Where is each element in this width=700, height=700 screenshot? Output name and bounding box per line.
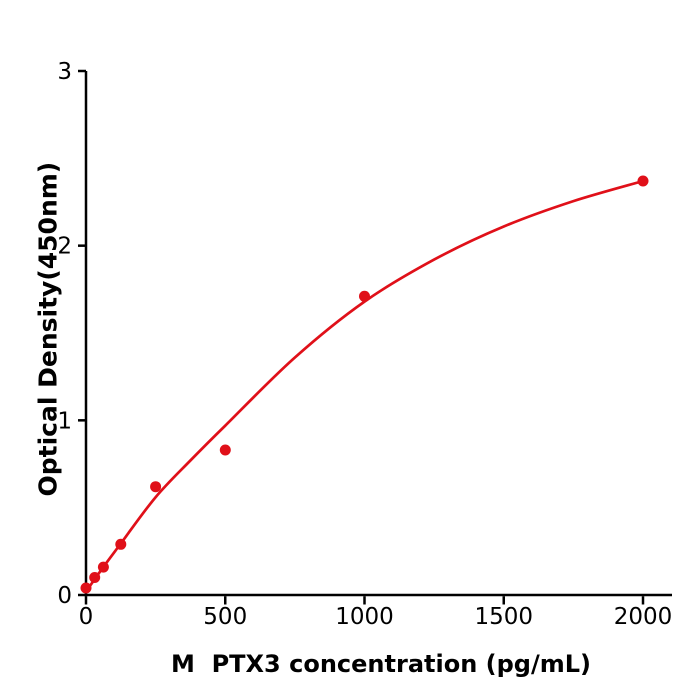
- x-tick-label: 2000: [614, 604, 673, 630]
- data-point: [219, 444, 231, 456]
- data-point: [115, 538, 127, 550]
- data-point: [89, 572, 101, 583]
- y-tick-label: 2: [57, 234, 72, 260]
- data-point: [80, 582, 92, 594]
- y-axis-label: Optical Density(450nm): [33, 161, 63, 497]
- x-axis-label: M PTX3 concentration (pg/mL): [171, 650, 591, 678]
- x-tick-label: 500: [203, 604, 247, 630]
- data-point: [150, 481, 162, 493]
- axes: [84, 71, 672, 597]
- data-point: [359, 290, 370, 302]
- tick-marks: [78, 69, 645, 605]
- y-tick-label: 1: [57, 408, 72, 434]
- x-tick-label: 0: [79, 604, 94, 630]
- data-point: [97, 561, 109, 573]
- x-tick-label: 1000: [335, 604, 394, 630]
- tick-labels: 0 1 2 3 0 500 1000 1500 2000: [57, 59, 672, 630]
- data-point: [637, 175, 649, 187]
- data-points: [80, 175, 649, 594]
- y-tick-label: 0: [57, 583, 72, 609]
- x-tick-label: 1500: [474, 604, 533, 630]
- standard-curve-line: [84, 179, 645, 593]
- fitted-curve: [84, 179, 645, 593]
- y-tick-label: 3: [57, 59, 72, 85]
